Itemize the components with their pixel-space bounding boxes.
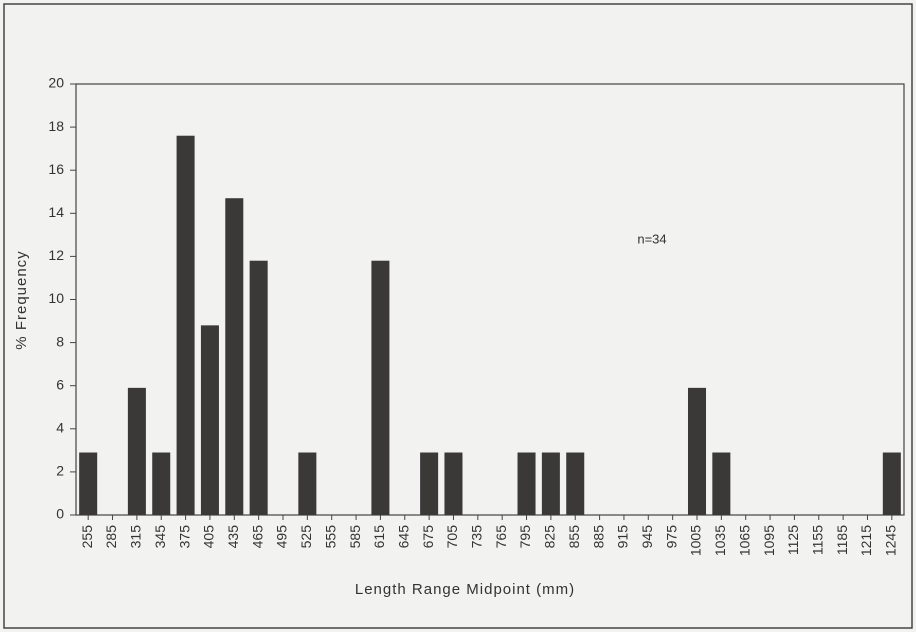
y-tick-label: 6 (56, 376, 64, 392)
x-tick-label: 555 (322, 525, 338, 549)
y-tick-label: 4 (56, 420, 64, 436)
y-tick-label: 16 (48, 161, 64, 177)
bar (298, 452, 317, 515)
x-tick-label: 675 (420, 525, 436, 549)
x-tick-label: 1155 (809, 525, 825, 555)
x-tick-label: 1095 (761, 525, 777, 556)
bar (712, 452, 731, 515)
x-tick-label: 855 (566, 525, 582, 549)
x-tick-label: 345 (152, 525, 168, 549)
x-tick-label: 1185 (834, 525, 850, 555)
x-tick-label: 735 (469, 525, 485, 549)
bar (687, 387, 707, 515)
bar (566, 452, 585, 515)
bar (127, 387, 146, 515)
x-tick-label: 1065 (736, 525, 752, 556)
x-tick-label: 285 (103, 525, 119, 549)
bar (517, 452, 536, 515)
x-tick-label: 945 (639, 525, 655, 549)
plot-area (75, 83, 905, 516)
x-axis-label: Length Range Midpoint (mm) (355, 581, 575, 598)
x-tick-label: 1005 (688, 525, 704, 556)
x-tick-label: 1125 (785, 525, 801, 555)
x-tick-label: 315 (128, 525, 144, 549)
annotation: n=34 (637, 231, 666, 246)
x-tick-label: 645 (395, 525, 411, 549)
bar (420, 452, 439, 515)
bar (249, 260, 268, 515)
y-tick-label: 2 (56, 463, 64, 479)
bar (541, 452, 560, 515)
x-tick-label: 585 (347, 525, 363, 549)
y-tick-label: 10 (48, 290, 64, 306)
bar (79, 452, 98, 515)
x-tick-label: 435 (225, 525, 241, 549)
bar (882, 452, 901, 515)
bar (444, 452, 463, 515)
x-tick-label: 375 (176, 525, 192, 549)
x-tick-label: 465 (249, 525, 265, 549)
bar (200, 325, 219, 515)
frame (3, 3, 913, 629)
bar (176, 135, 195, 515)
x-tick-label: 885 (590, 525, 606, 549)
y-tick-label: 18 (48, 118, 64, 134)
x-tick-label: 1245 (883, 525, 899, 556)
x-tick-label: 795 (517, 525, 533, 549)
x-tick-label: 255 (79, 525, 95, 549)
x-tick-label: 1215 (858, 525, 874, 556)
x-tick-label: 765 (493, 525, 509, 549)
x-tick-label: 975 (663, 525, 679, 549)
x-tick-label: 525 (298, 525, 314, 549)
bar (371, 260, 390, 515)
y-tick-label: 0 (56, 506, 64, 522)
y-tick-label: 20 (48, 75, 64, 91)
x-tick-label: 825 (542, 525, 558, 549)
y-tick-label: 12 (48, 247, 64, 263)
y-tick-label: 8 (56, 333, 64, 349)
x-tick-label: 405 (201, 525, 217, 549)
bar (225, 198, 244, 515)
bar (152, 452, 171, 515)
y-axis-label: % Frequency (13, 250, 30, 349)
y-tick-label: 14 (48, 204, 64, 220)
x-tick-label: 705 (444, 525, 460, 549)
x-tick-label: 1035 (712, 525, 728, 556)
x-tick-label: 495 (274, 525, 290, 549)
x-tick-label: 915 (615, 525, 631, 549)
x-tick-label: 615 (371, 525, 387, 549)
